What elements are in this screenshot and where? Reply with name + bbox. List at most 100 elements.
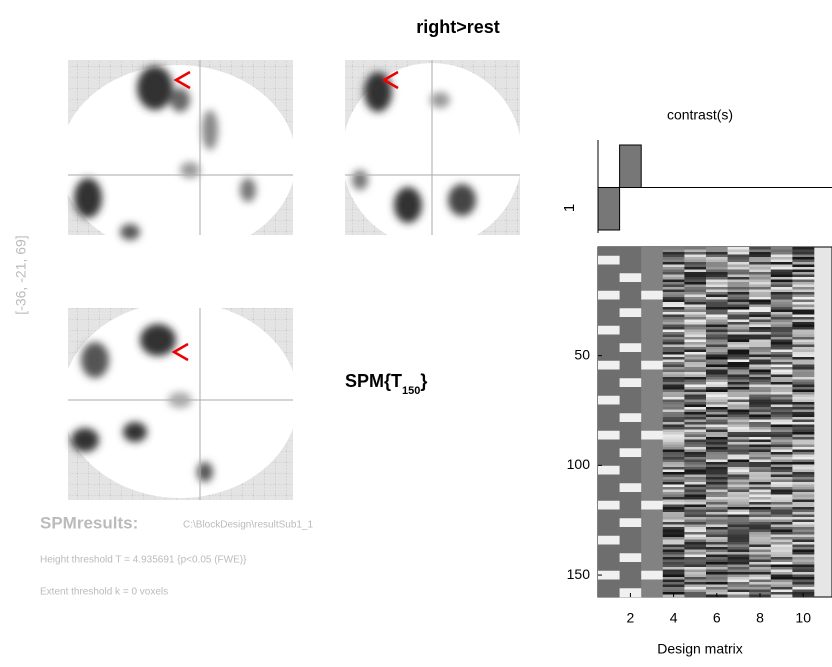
matrix-cell: [684, 317, 706, 320]
matrix-cell: [663, 500, 685, 503]
matrix-cell: [641, 571, 663, 580]
matrix-cell: [749, 252, 771, 255]
matrix-cell: [684, 280, 706, 283]
matrix-cell: [620, 571, 642, 580]
matrix-cell: [771, 455, 793, 458]
matrix-cell: [663, 315, 685, 318]
matrix-cell: [684, 320, 706, 323]
matrix-cell: [706, 377, 728, 380]
matrix-cell: [620, 562, 642, 571]
matrix-cell: [771, 452, 793, 455]
matrix-cell: [663, 342, 685, 345]
matrix-cell: [598, 361, 620, 370]
matrix-cell: [706, 262, 728, 265]
matrix-cell: [749, 360, 771, 363]
matrix-cell: [749, 427, 771, 430]
matrix-cell: [771, 380, 793, 383]
matrix-cell: [620, 396, 642, 405]
matrix-cell: [749, 352, 771, 355]
matrix-cell: [684, 547, 706, 550]
matrix-cell: [792, 552, 814, 555]
matrix-cell: [684, 257, 706, 260]
matrix-cell: [706, 267, 728, 270]
matrix-cell: [706, 430, 728, 433]
matrix-cell: [771, 537, 793, 540]
matrix-cell: [771, 250, 793, 253]
matrix-cell: [792, 462, 814, 465]
matrix-cell: [684, 542, 706, 545]
matrix-cell: [771, 487, 793, 490]
matrix-cell: [792, 525, 814, 528]
matrix-cell: [706, 475, 728, 478]
matrix-cell: [771, 485, 793, 488]
matrix-cell: [706, 307, 728, 310]
matrix-cell: [663, 300, 685, 303]
matrix-cell: [706, 415, 728, 418]
matrix-cell: [684, 490, 706, 493]
matrix-cell: [663, 267, 685, 270]
matrix-cell: [706, 510, 728, 513]
matrix-cell: [749, 372, 771, 375]
matrix-cell: [684, 497, 706, 500]
matrix-cell: [792, 545, 814, 548]
matrix-cell: [749, 285, 771, 288]
matrix-cell: [771, 357, 793, 360]
design-matrix-label: Design matrix: [657, 641, 743, 657]
matrix-cell: [792, 325, 814, 328]
matrix-cell: [771, 325, 793, 328]
matrix-cell: [728, 282, 750, 285]
matrix-cell: [663, 452, 685, 455]
matrix-cell: [792, 440, 814, 443]
matrix-cell: [749, 542, 771, 545]
matrix-cell: [749, 260, 771, 263]
matrix-cell: [749, 590, 771, 593]
matrix-cell: [771, 300, 793, 303]
matrix-cell: [706, 560, 728, 563]
matrix-cell: [792, 332, 814, 335]
matrix-cell: [663, 515, 685, 518]
matrix-cell: [792, 430, 814, 433]
matrix-cell: [706, 490, 728, 493]
matrix-cell: [641, 343, 663, 352]
matrix-cell: [663, 260, 685, 263]
matrix-cell: [706, 570, 728, 573]
matrix-cell: [771, 332, 793, 335]
matrix-cell: [684, 532, 706, 535]
matrix-cell: [663, 475, 685, 478]
matrix-cell: [620, 580, 642, 589]
matrix-cell: [684, 525, 706, 528]
matrix-cell: [684, 575, 706, 578]
matrix-cell: [771, 542, 793, 545]
matrix-cell: [706, 580, 728, 583]
matrix-cell: [728, 305, 750, 308]
matrix-cell: [792, 575, 814, 578]
matrix-cell: [771, 470, 793, 473]
matrix-cell: [684, 487, 706, 490]
matrix-cell: [771, 490, 793, 493]
matrix-cell: [728, 265, 750, 268]
matrix-cell: [728, 590, 750, 593]
matrix-cell: [728, 307, 750, 310]
matrix-cell: [792, 302, 814, 305]
matrix-cell: [728, 392, 750, 395]
matrix-cell: [684, 475, 706, 478]
matrix-cell: [706, 362, 728, 365]
matrix-cell: [663, 567, 685, 570]
matrix-cell: [706, 502, 728, 505]
matrix-cell: [706, 527, 728, 530]
height-threshold: Height threshold T = 4.935691 {p<0.05 (F…: [40, 555, 247, 566]
x-tick-label: 2: [627, 610, 635, 626]
matrix-cell: [792, 570, 814, 573]
matrix-cell: [684, 447, 706, 450]
matrix-cell: [706, 397, 728, 400]
matrix-cell: [749, 500, 771, 503]
matrix-cell: [684, 590, 706, 593]
matrix-cell: [663, 327, 685, 330]
matrix-cell: [663, 505, 685, 508]
matrix-cell: [792, 400, 814, 403]
matrix-cell: [684, 577, 706, 580]
matrix-cell: [706, 492, 728, 495]
matrix-cell: [749, 387, 771, 390]
matrix-cell: [792, 507, 814, 510]
matrix-cell: [728, 502, 750, 505]
